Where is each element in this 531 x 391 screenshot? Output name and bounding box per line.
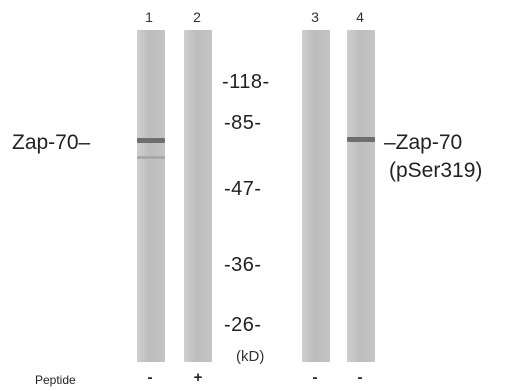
peptide-sign-lane-1: -: [147, 369, 153, 386]
peptide-label: Peptide: [35, 373, 76, 387]
zap70-band-lane-4: [347, 137, 375, 142]
peptide-sign-lane-4: -: [357, 369, 363, 386]
lane-number-2: 2: [193, 9, 201, 25]
blot-lane-2: [184, 30, 212, 362]
mw-marker-47: -47-: [224, 178, 262, 200]
zap70-right-label: –Zap-70: [384, 131, 463, 154]
mw-marker-85: -85-: [224, 112, 262, 134]
blot-lane-3: [302, 30, 330, 362]
mw-marker-118: -118-: [222, 71, 270, 93]
phospho-site-label: (pSer319): [389, 159, 483, 182]
peptide-sign-lane-3: -: [312, 369, 318, 386]
blot-lane-4: [347, 30, 375, 362]
kd-unit-label: (kD): [236, 348, 265, 365]
mw-marker-36: -36-: [224, 254, 262, 276]
zap70-left-label: Zap-70–: [12, 131, 91, 154]
lane-number-3: 3: [311, 9, 319, 25]
peptide-sign-lane-2: +: [193, 369, 203, 386]
blot-lane-1: [137, 30, 165, 362]
zap70-band-lane-1: [137, 138, 165, 143]
lane-number-1: 1: [145, 9, 153, 25]
faint-band-lane-1: [137, 156, 165, 159]
lane-number-4: 4: [356, 9, 364, 25]
mw-marker-26: -26-: [224, 314, 262, 336]
